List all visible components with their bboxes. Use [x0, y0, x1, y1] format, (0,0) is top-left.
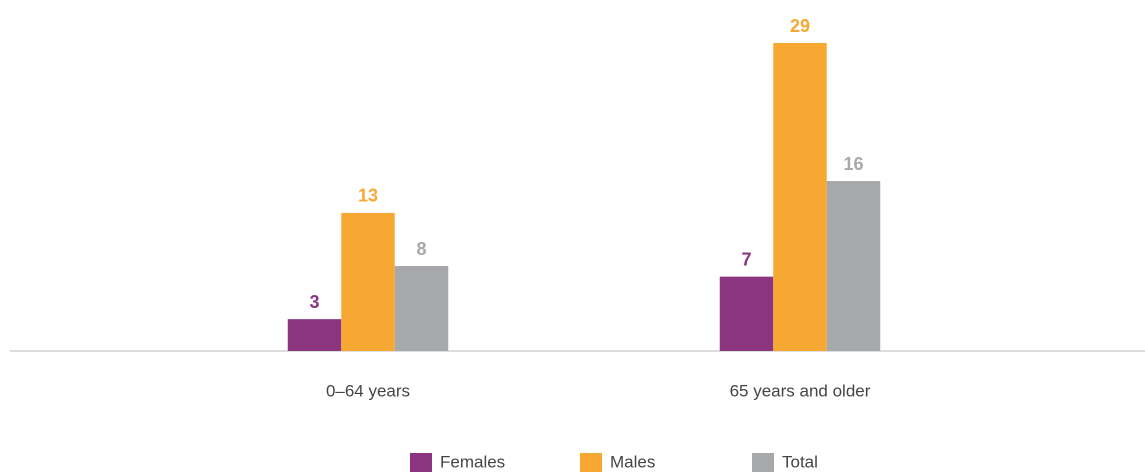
- x-tick-label: 65 years and older: [730, 381, 871, 400]
- bar: [826, 181, 881, 351]
- legend-label: Total: [782, 452, 818, 471]
- legend-swatch: [410, 453, 432, 472]
- legend-label: Females: [440, 452, 505, 471]
- value-label: 3: [309, 292, 319, 312]
- value-label: 16: [843, 154, 863, 174]
- value-label: 13: [358, 186, 378, 206]
- bar: [773, 43, 827, 351]
- bar: [394, 266, 449, 351]
- value-label: 29: [790, 16, 810, 36]
- legend-swatch: [580, 453, 602, 472]
- bar: [719, 276, 774, 351]
- bar: [341, 212, 395, 351]
- legend-swatch: [752, 453, 774, 472]
- value-label: 8: [416, 239, 426, 259]
- bar: [287, 319, 342, 351]
- legend-label: Males: [610, 452, 655, 471]
- x-tick-label: 0–64 years: [326, 381, 410, 400]
- value-label: 7: [741, 249, 751, 269]
